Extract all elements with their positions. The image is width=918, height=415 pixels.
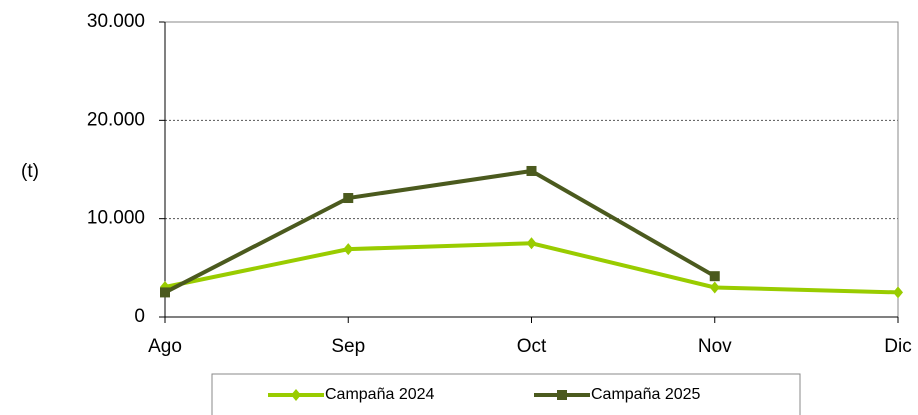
point	[343, 243, 354, 256]
y-tick-label: 0	[134, 306, 145, 327]
y-tick-label: 10.000	[87, 208, 145, 229]
x-tick-label: Sep	[331, 336, 365, 357]
x-tick-label: Ago	[148, 336, 182, 357]
series-line	[164, 241, 899, 295]
point	[291, 389, 301, 401]
point	[343, 193, 354, 204]
legend-label: Campaña 2025	[591, 386, 701, 403]
point	[557, 390, 567, 400]
series-line	[164, 168, 716, 295]
y-axis-label: (t)	[21, 161, 39, 182]
x-tick-label: Nov	[698, 336, 732, 357]
point	[160, 287, 170, 298]
y-tick-label: 20.000	[87, 109, 145, 130]
point	[893, 286, 903, 299]
point	[709, 271, 720, 282]
x-tick-label: Oct	[517, 336, 547, 357]
point	[526, 165, 537, 176]
x-tick-label: Dic	[884, 336, 911, 357]
y-tick-label: 30.000	[87, 11, 145, 32]
legend-label: Campaña 2024	[325, 386, 435, 403]
point	[526, 237, 537, 250]
point	[709, 281, 720, 294]
